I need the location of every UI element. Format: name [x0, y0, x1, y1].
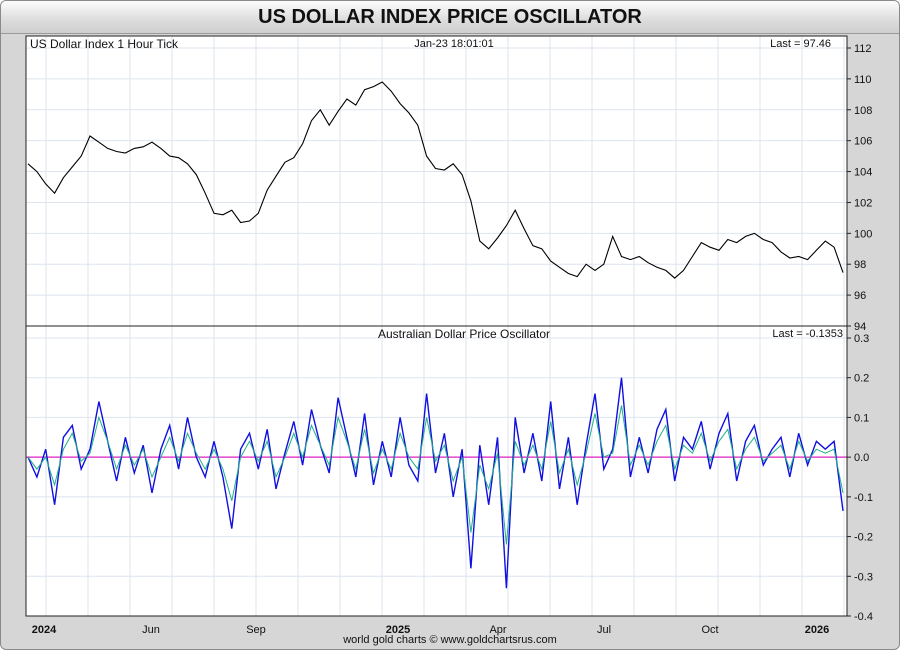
y-tick-label: 112	[854, 43, 872, 55]
y-tick-label: 0.2	[854, 373, 869, 385]
y-tick-label: 100	[854, 228, 872, 240]
x-tick-label: Sep	[246, 624, 266, 636]
y-tick-label: 0.0	[854, 452, 869, 464]
footer-credit: world gold charts © www.goldchartsrus.co…	[343, 634, 557, 646]
y-tick-label: 108	[854, 105, 872, 117]
oscillator-title: Australian Dollar Price Oscillator	[378, 327, 550, 341]
x-tick-label: 2025	[386, 624, 410, 636]
oscillator-panel-border	[25, 325, 848, 617]
y-tick-label: 0.3	[854, 333, 869, 345]
y-tick-label: -0.2	[854, 532, 873, 544]
y-tick-label: 110	[854, 74, 872, 86]
y-tick-label: -0.4	[854, 611, 873, 623]
chart-title: US DOLLAR INDEX PRICE OSCILLATOR	[258, 6, 642, 28]
x-tick-label: Oct	[701, 624, 718, 636]
signal-line	[27, 405, 844, 545]
y-tick-label: 0.1	[854, 412, 869, 424]
y-tick-label: 106	[854, 136, 872, 148]
x-tick-label: Jun	[142, 624, 160, 636]
y-tick-label: 102	[854, 197, 872, 209]
price-line	[27, 81, 844, 279]
price-panel-bg	[26, 36, 847, 326]
title-bar: US DOLLAR INDEX PRICE OSCILLATOR	[1, 1, 899, 34]
x-grid	[45, 36, 845, 326]
price-series-label: US Dollar Index 1 Hour Tick	[30, 37, 179, 51]
x-tick-label: Apr	[489, 624, 506, 636]
x-tick-label: Jul	[597, 624, 611, 636]
y-tick-label: 104	[854, 167, 872, 179]
y-tick-label: -0.1	[854, 492, 873, 504]
price-y-axis: 94 96 98 100 102 104 106 108 110 112	[847, 43, 872, 333]
y-tick-label: -0.3	[854, 571, 873, 583]
oscillator-y-axis: 0.3 0.2 0.1 0.0 -0.1 -0.2 -0.3 -0.4	[847, 333, 873, 623]
x-tick-label: 2024	[32, 624, 57, 636]
timestamp-label: Jan-23 18:01:01	[414, 38, 494, 50]
y-tick-label: 94	[854, 321, 866, 333]
oscillator-last-label: Last = -0.1353	[772, 328, 843, 340]
x-axis-labels: 2024 Jun Sep 2025 Apr Jul Oct 2026	[32, 624, 829, 636]
price-last-label: Last = 97.46	[770, 38, 831, 50]
y-tick-label: 96	[854, 290, 866, 302]
x-tick-label: 2026	[805, 624, 829, 636]
y-tick-label: 98	[854, 259, 866, 271]
